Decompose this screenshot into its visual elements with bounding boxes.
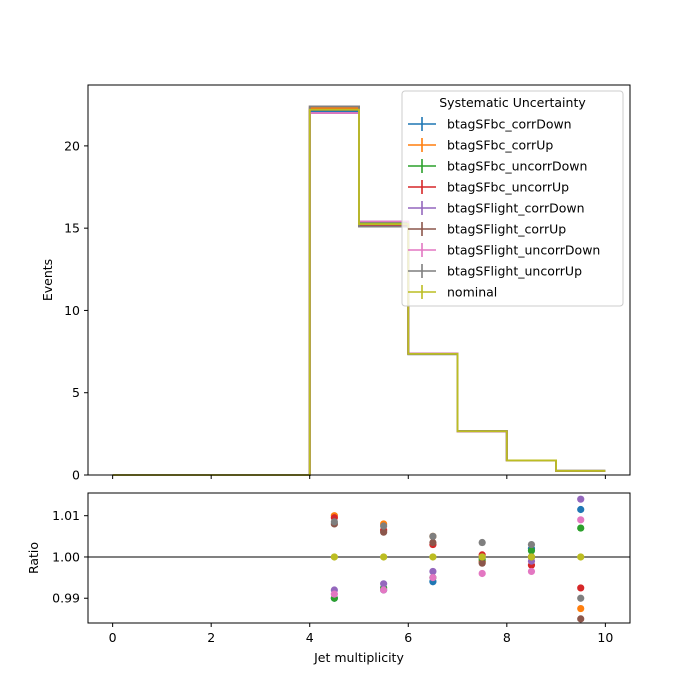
ratio-point <box>330 590 338 598</box>
legend: Systematic Uncertainty btagSFbc_corrDown… <box>401 90 624 307</box>
ratio-point <box>478 538 486 547</box>
y-tick-label: 15 <box>64 221 80 236</box>
y-tick-label: 0.99 <box>52 591 80 606</box>
legend-label: btagSFbc_corrDown <box>447 117 572 132</box>
ratio-point <box>577 516 585 524</box>
legend-item: btagSFlight_uncorrDown <box>408 243 600 258</box>
ratio-point <box>429 567 437 576</box>
ratio-point <box>577 505 585 514</box>
top-y-axis: 0 5 10 15 20 <box>64 138 88 483</box>
ratio-point <box>527 567 536 576</box>
legend-label: btagSFbc_corrUp <box>447 138 553 153</box>
y-tick-label: 5 <box>72 385 80 400</box>
ratio-point <box>577 524 585 532</box>
ratio-point <box>429 553 437 561</box>
legend-item: btagSFlight_corrDown <box>408 201 585 216</box>
ratio-point <box>380 553 388 561</box>
ratio-points-group <box>330 495 585 623</box>
x-tick-label: 2 <box>207 630 215 645</box>
legend-item: btagSFbc_corrDown <box>408 117 572 132</box>
ratio-point <box>380 528 388 536</box>
y-tick-label: 10 <box>64 303 80 318</box>
ratio-point <box>429 532 437 540</box>
ratio-point <box>330 553 338 561</box>
legend-item: btagSFbc_uncorrUp <box>408 180 569 195</box>
x-axis-label: Jet multiplicity <box>313 650 404 665</box>
ratio-point <box>527 547 536 555</box>
y-tick-label: 1.01 <box>52 508 80 523</box>
ratio-point <box>478 553 486 561</box>
ratio-point <box>380 522 388 530</box>
bottom-plot-frame <box>87 492 631 624</box>
legend-item: btagSFbc_uncorrDown <box>408 159 587 174</box>
ratio-point <box>380 580 388 588</box>
x-tick-label: 10 <box>597 630 613 645</box>
x-tick-label: 0 <box>109 630 117 645</box>
legend-title: Systematic Uncertainty <box>439 95 586 110</box>
ratio-point <box>577 495 585 503</box>
ratio-point <box>429 538 437 547</box>
ratio-point <box>527 540 536 549</box>
x-tick-label: 6 <box>404 630 412 645</box>
top-y-axis-label: Events <box>40 259 55 301</box>
ratio-point <box>478 559 486 567</box>
ratio-point <box>429 574 437 582</box>
bottom-y-axis-label: Ratio <box>26 542 41 574</box>
legend-label: btagSFlight_corrUp <box>447 222 566 237</box>
legend-item: btagSFlight_uncorrUp <box>408 264 582 279</box>
legend-label: btagSFlight_uncorrDown <box>447 243 600 258</box>
ratio-point <box>577 584 585 592</box>
legend-box <box>401 90 624 307</box>
y-tick-label: 20 <box>64 138 80 153</box>
ratio-point <box>380 586 388 594</box>
x-tick-label: 8 <box>503 630 511 645</box>
legend-label: btagSFlight_uncorrUp <box>447 264 582 279</box>
ratio-point <box>577 553 585 561</box>
ratio-point <box>577 604 585 613</box>
y-tick-label: 1.00 <box>52 549 80 564</box>
top-plot-frame <box>87 84 631 476</box>
top-x-axis <box>112 475 606 479</box>
bottom-y-axis: 0.99 1.00 1.01 <box>52 508 88 606</box>
ratio-point <box>577 615 585 623</box>
legend-item: nominal <box>408 285 497 300</box>
ratio-point <box>330 518 338 526</box>
bottom-x-axis: 0 2 4 6 8 10 <box>109 623 613 645</box>
legend-item: btagSFbc_corrUp <box>408 138 553 153</box>
ratio-point <box>577 594 585 602</box>
legend-items: btagSFbc_corrDown btagSFbc_corrUp btagSFbc… <box>408 117 600 300</box>
legend-label: btagSFbc_uncorrUp <box>447 180 569 195</box>
legend-label: btagSFbc_uncorrDown <box>447 159 587 174</box>
legend-label: nominal <box>447 285 497 300</box>
y-tick-label: 0 <box>72 468 80 483</box>
legend-label: btagSFlight_corrDown <box>447 201 585 216</box>
legend-item: btagSFlight_corrUp <box>408 222 566 237</box>
ratio-point <box>478 569 486 578</box>
ratio-point <box>527 553 536 561</box>
x-tick-label: 4 <box>306 630 314 645</box>
bottom-panel: 0.99 1.00 1.01 0 2 4 6 8 10 Ratio Jet multiplic… <box>26 492 631 665</box>
